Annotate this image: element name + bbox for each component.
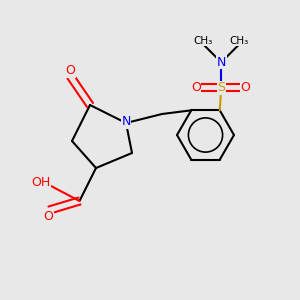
Text: OH: OH (31, 176, 50, 190)
Text: N: N (121, 115, 131, 128)
Text: O: O (240, 81, 250, 94)
Text: O: O (191, 81, 201, 94)
Text: O: O (66, 64, 75, 77)
Text: CH₃: CH₃ (194, 36, 213, 46)
Text: CH₃: CH₃ (230, 36, 249, 46)
Text: O: O (43, 209, 53, 223)
Text: S: S (217, 81, 225, 94)
Text: N: N (217, 56, 226, 69)
